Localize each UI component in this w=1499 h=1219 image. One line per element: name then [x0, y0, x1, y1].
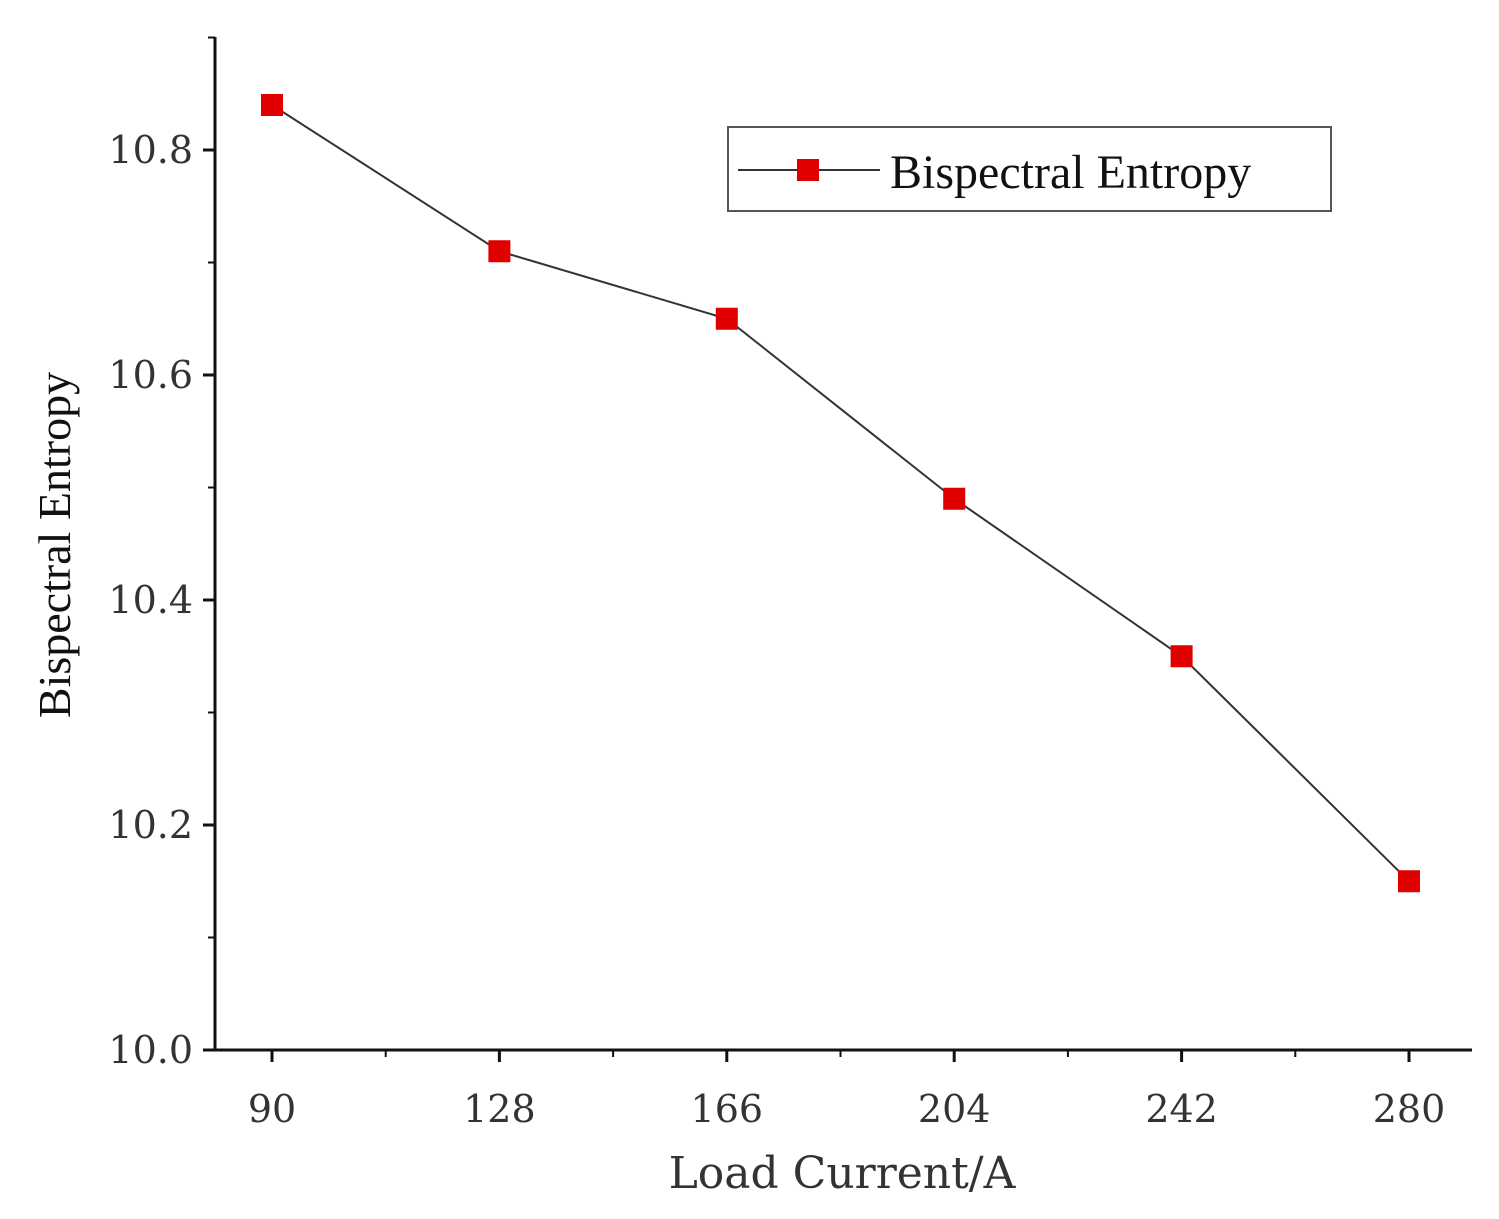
legend-label: Bispectral Entropy: [890, 146, 1251, 199]
series-layer: [261, 94, 1420, 893]
x-tick-label: 90: [248, 1087, 296, 1131]
x-tick-label: 204: [918, 1087, 991, 1131]
y-axis-title: Bispectral Entropy: [29, 372, 80, 718]
y-axis-ticks: 10.0 10.2 10.4 10.6 10.8: [108, 36, 215, 1072]
y-tick-label: 10.0: [108, 1028, 193, 1072]
x-tick-label: 280: [1373, 1087, 1446, 1131]
data-point-marker: [488, 240, 511, 263]
x-axis-title: Load Current/A: [669, 1148, 1017, 1199]
x-tick-label: 166: [691, 1087, 764, 1131]
y-tick-label: 10.4: [108, 578, 193, 622]
data-point-marker: [943, 487, 966, 510]
data-point-marker: [261, 94, 283, 116]
data-point-marker: [1398, 870, 1420, 893]
axes: [213, 37, 1472, 1052]
y-tick-label: 10.6: [108, 353, 193, 397]
legend: Bispectral Entropy: [727, 126, 1332, 212]
series-line: [271, 104, 1410, 882]
x-tick-label: 128: [463, 1087, 536, 1131]
y-tick-label: 10.8: [108, 128, 193, 172]
y-tick-label: 10.2: [108, 803, 193, 847]
data-point-marker: [715, 307, 738, 330]
x-tick-label: 242: [1145, 1087, 1218, 1131]
legend-marker: [797, 159, 819, 181]
x-axis-ticks: 90 128 166 204 242 280: [248, 1050, 1445, 1131]
data-point-marker: [1170, 645, 1193, 668]
